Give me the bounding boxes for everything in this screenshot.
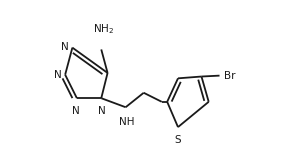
Text: Br: Br	[224, 71, 235, 81]
Text: N: N	[98, 106, 106, 116]
Text: N: N	[61, 42, 69, 52]
Text: NH$_2$: NH$_2$	[93, 22, 115, 36]
Text: NH: NH	[119, 117, 134, 127]
Text: S: S	[175, 135, 181, 145]
Text: N: N	[54, 70, 62, 80]
Text: N: N	[72, 106, 80, 116]
